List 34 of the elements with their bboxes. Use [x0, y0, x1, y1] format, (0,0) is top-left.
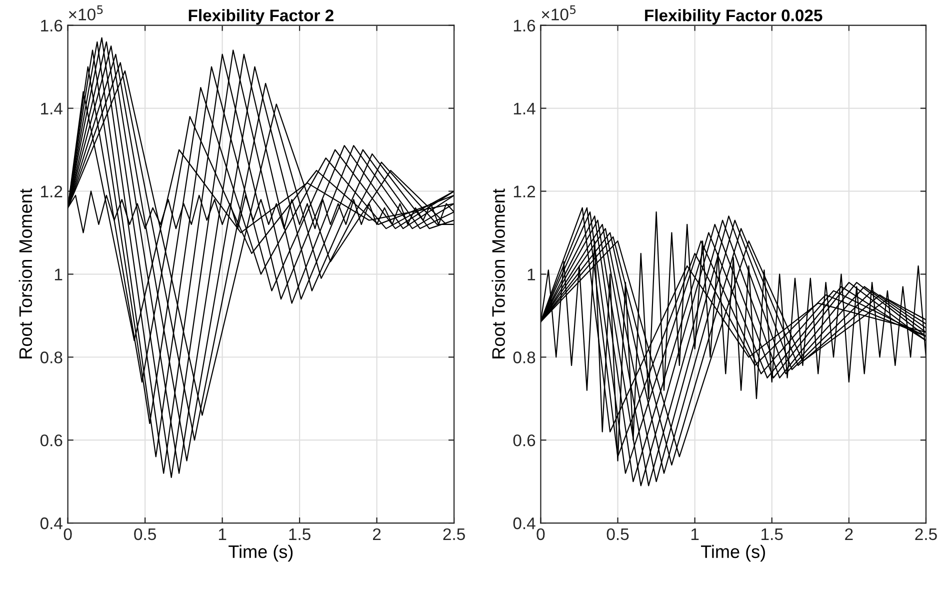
x-tick-label: 2: [373, 528, 381, 540]
x-tick-label: 2.5: [443, 528, 465, 540]
y-tick-label: 0.6: [40, 434, 62, 446]
x-tick-label: 0: [64, 528, 72, 540]
x-tick-label: 0.5: [134, 528, 156, 540]
x-axis-title: Time (s): [228, 544, 293, 562]
y-tick-label: 1: [528, 268, 536, 280]
y-tick-label: 0.4: [513, 517, 536, 530]
y-tick-label: 1.6: [514, 20, 536, 32]
y-tick-label: 0.6: [513, 434, 536, 446]
x-tick-label: 1: [691, 528, 699, 540]
y-tick-label: 0.8: [40, 352, 62, 364]
y-axis-title: Root Torsion Moment: [492, 188, 505, 358]
y-tick-label: 1.2: [514, 186, 536, 198]
text: ×10$^{5}$: [68, 5, 103, 20]
x-tick-label: 0.5: [606, 528, 629, 540]
x-tick-label: 2: [845, 528, 853, 540]
y-tick-label: 1.2: [41, 186, 62, 198]
y-tick-label: 1.4: [41, 102, 62, 114]
x-tick-label: 0: [536, 528, 545, 540]
x-tick-label: 2.5: [915, 528, 937, 540]
chart-title: Flexibility Factor 0.025: [645, 9, 822, 25]
y-tick-label: 1.4: [514, 102, 536, 114]
text: ×10$^{5}$: [542, 5, 576, 20]
chart-title: Flexibility Factor 2: [188, 9, 334, 25]
x-tick-label: 1.5: [762, 528, 783, 540]
y-axis-title: Root Torsion Moment: [18, 188, 32, 358]
x-axis-title: Time (s): [701, 544, 765, 562]
y-tick-label: 0.8: [513, 352, 536, 364]
y-tick-label: 0.4: [40, 517, 62, 530]
x-tick-label: 1: [218, 528, 226, 540]
y-tick-label: 1: [54, 268, 62, 280]
y-tick-label: 1.6: [41, 20, 62, 32]
x-tick-label: 1.5: [289, 528, 310, 540]
